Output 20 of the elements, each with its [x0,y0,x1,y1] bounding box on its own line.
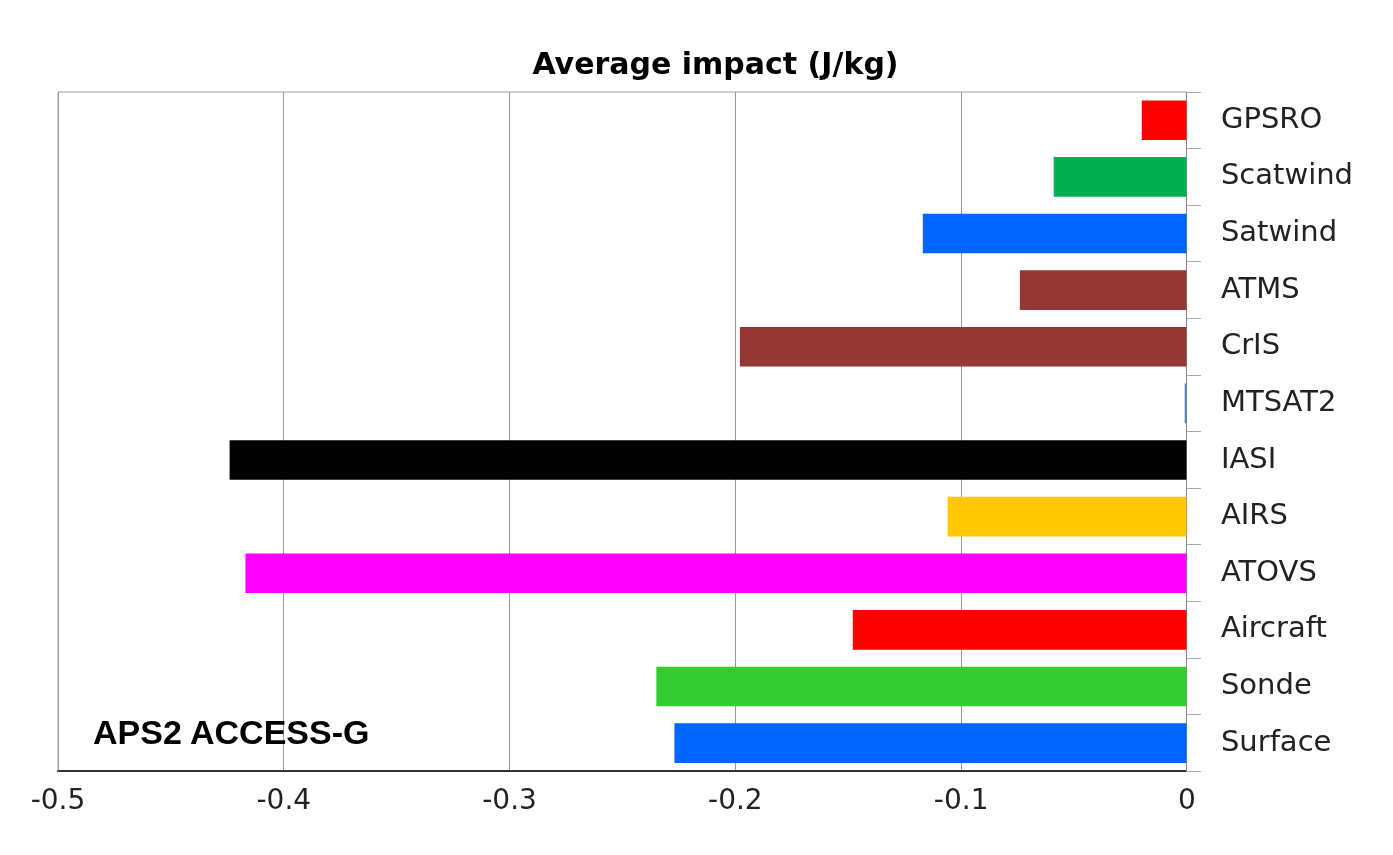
y-tick-label: Scatwind [1220,157,1353,192]
y-tick-label: Surface [1220,723,1332,758]
x-tick-label: -0.1 [933,783,989,817]
y-tick-label: IASI [1220,440,1277,475]
x-tick-label: 0 [1178,783,1196,817]
y-tick-label: CrIS [1220,327,1281,362]
y-tick-label: Satwind [1220,214,1338,249]
y-tick-label: GPSRO [1220,100,1323,135]
y-tick-label: ATOVS [1220,553,1317,588]
y-tick-label: MTSAT2 [1220,383,1337,418]
y-tick-label: AIRS [1220,497,1288,532]
annotation: APS2 ACCESS-G [93,712,370,751]
x-tick-label: -0.4 [256,783,312,817]
x-tick-label: -0.5 [30,783,86,817]
x-tick-label: -0.3 [482,783,537,817]
chart-title: Average impact (J/kg) [532,45,899,81]
y-tick-label: ATMS [1220,270,1300,305]
y-tick-label: Aircraft [1220,610,1327,645]
y-tick-label: Sonde [1220,667,1312,702]
x-tick-label: -0.2 [708,783,763,817]
